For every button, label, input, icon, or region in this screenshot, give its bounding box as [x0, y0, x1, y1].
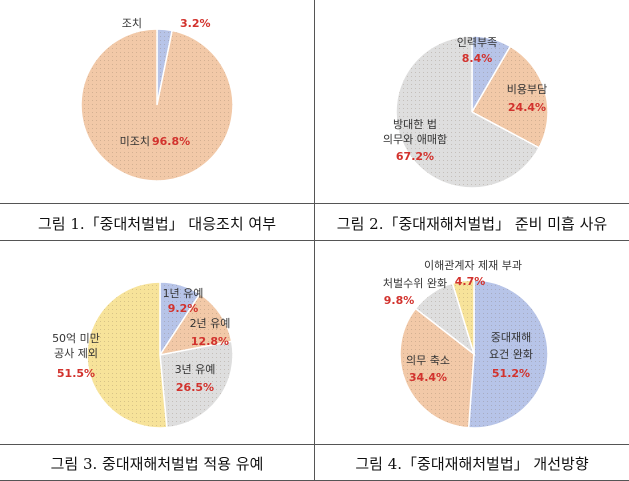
chart-1: 조치 3.2% 미조치 96.8% 그림 1.「중대처벌법」 대응조치 여부: [0, 0, 314, 240]
pie-slice-4: [451, 279, 475, 355]
divider-row: [0, 240, 629, 241]
slice-value: 67.2%: [396, 150, 434, 163]
chart-3: 1년 유예 9.2% 2년 유예 12.8% 3년 유예 26.5% 50억 미만 공사 제외…: [0, 241, 314, 481]
slice-label: 조치: [122, 17, 142, 30]
slice-label: 2년 유예: [190, 317, 231, 330]
pie-slice-1: [467, 279, 549, 429]
slice-value: 24.4%: [508, 101, 546, 114]
slice-label: 의무 축소: [406, 354, 450, 367]
chart-4: 중대재해 요건 완화 51.2% 의무 축소 34.4% 처벌수위 완화 9.8% 이해관계자…: [315, 241, 629, 481]
chart-1-caption: 그림 1.「중대처벌법」 대응조치 여부: [37, 215, 277, 233]
divider-caption-top-2: [0, 444, 629, 445]
pie-slice-2: [80, 28, 234, 182]
slice-value: 34.4%: [409, 371, 447, 384]
slice-label: 1년 유예: [163, 287, 204, 300]
chart-2-caption: 그림 2.「중대재해처벌법」 준비 미흡 사유: [336, 215, 608, 233]
pie-slice-4: [86, 281, 168, 429]
slice-label: 인력부족: [457, 36, 497, 49]
chart-2: 인력부족 8.4% 비용부담 24.4% 방대한 법 의무와 애매함 67.2% 그림 2.…: [315, 0, 629, 240]
chart-3-caption: 그림 3. 중대재해처벌법 적용 유예: [50, 455, 264, 473]
slice-label: 50억 미만 공사 제외: [52, 332, 100, 360]
slice-value: 3.2%: [180, 17, 211, 30]
pie-slice-3: [395, 35, 541, 189]
slice-value: 51.5%: [57, 367, 95, 380]
slice-label: 처벌수위 완화: [383, 277, 447, 290]
slice-label: 비용부담: [507, 83, 547, 96]
slice-value: 8.4%: [462, 52, 493, 65]
slice-label: 방대한 법 의무와 애매함: [383, 118, 447, 146]
slice-value: 96.8%: [152, 135, 190, 148]
chart-4-caption: 그림 4.「중대재해처벌법」 개선방향: [355, 455, 589, 473]
slice-label: 미조치: [120, 135, 150, 148]
slice-value: 12.8%: [191, 335, 229, 348]
pie-slice-3: [159, 340, 234, 429]
pie-chart-2: 인력부족 8.4% 비용부담 24.4% 방대한 법 의무와 애매함 67.2%: [383, 35, 549, 189]
slice-value: 9.2%: [168, 302, 199, 315]
slice-label: 이해관계자 제재 부과: [424, 258, 522, 272]
slice-value: 9.8%: [384, 294, 415, 307]
slice-value: 4.7%: [455, 275, 486, 288]
slice-value: 51.2%: [492, 367, 530, 380]
pie-slice-2: [399, 307, 475, 429]
pie-chart-3: 1년 유예 9.2% 2년 유예 12.8% 3년 유예 26.5% 50억 미만 공사 제외…: [52, 281, 234, 429]
slice-label: 3년 유예: [175, 363, 216, 376]
pie-chart-1: 조치 3.2% 미조치 96.8%: [80, 17, 234, 182]
pie-slice-2: [158, 292, 233, 357]
slice-label: 중대재해 요건 완화: [489, 330, 533, 361]
divider-caption-top-1: [0, 203, 629, 204]
pie-slice-2: [470, 45, 549, 149]
slice-value: 26.5%: [176, 381, 214, 394]
pie-chart-4: 중대재해 요건 완화 51.2% 의무 축소 34.4% 처벌수위 완화 9.8% 이해관계자…: [383, 258, 549, 429]
